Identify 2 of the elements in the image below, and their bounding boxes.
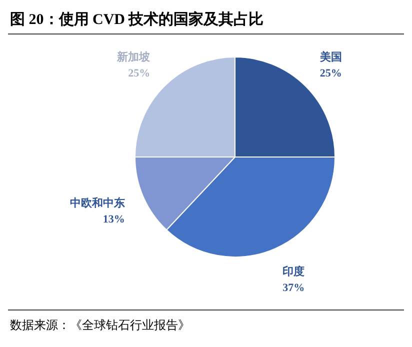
annotation: 数据来源：《全球钻石行业报告》 <box>10 318 190 332</box>
title: 图 20：使用 CVD 技术的国家及其占比 <box>10 12 264 28</box>
